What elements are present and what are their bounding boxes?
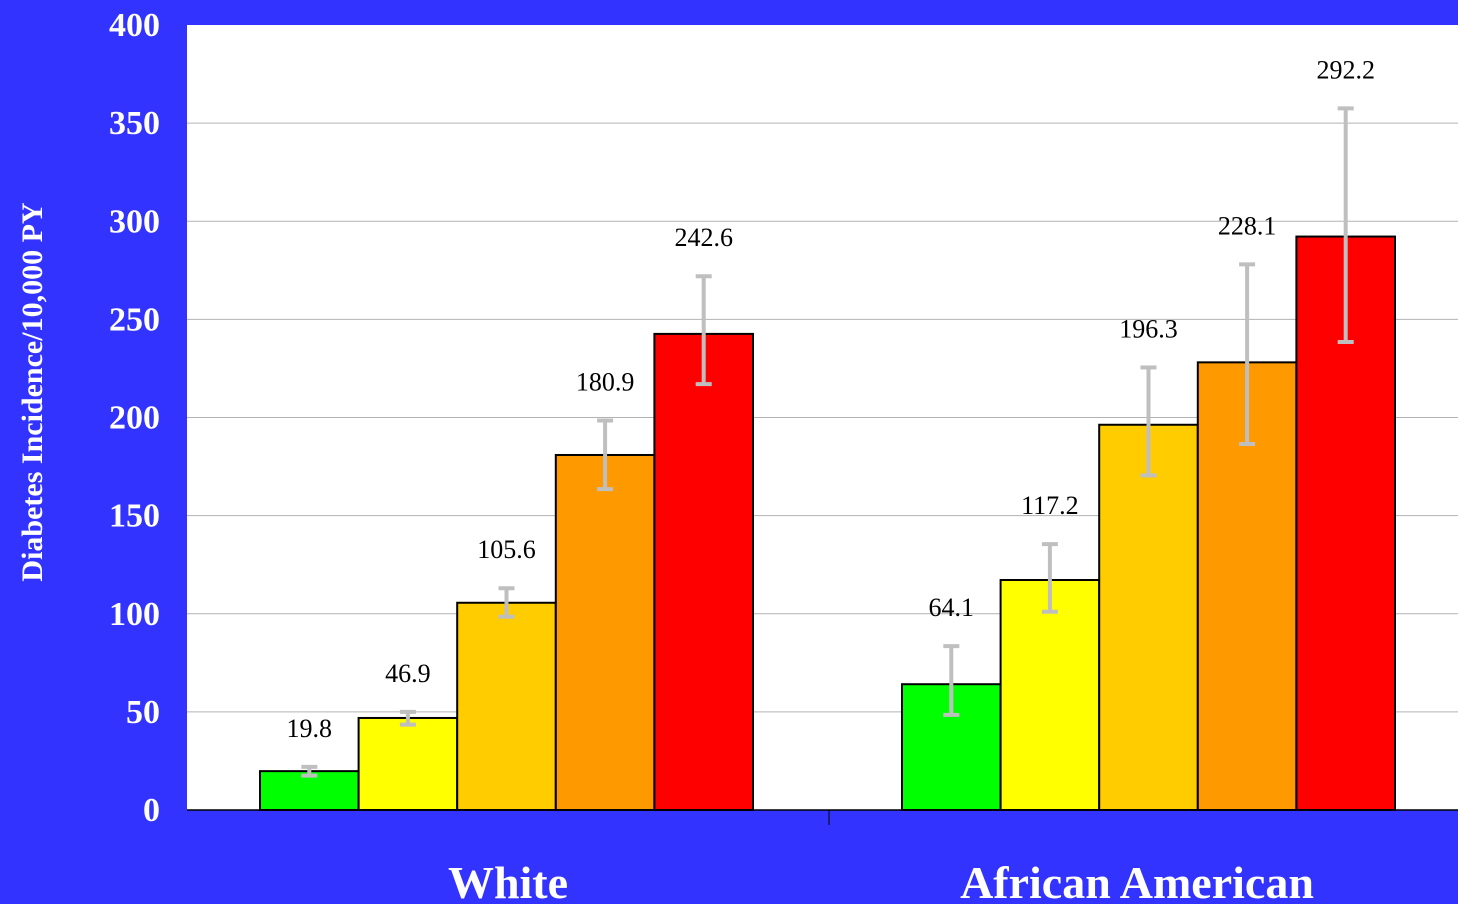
data-label: 105.6 [477, 535, 536, 564]
error-bar [301, 764, 318, 778]
data-label: 19.8 [287, 714, 333, 743]
y-tick-label: 50 [126, 694, 160, 731]
error-bar [695, 274, 712, 387]
y-tick-label: 300 [109, 203, 160, 240]
data-label: 196.3 [1119, 314, 1178, 343]
data-label: 180.9 [576, 367, 635, 396]
gridlines [187, 122, 1458, 713]
bar [357, 716, 459, 811]
bar [456, 601, 557, 812]
data-label: 64.1 [929, 593, 975, 622]
data-label: 117.2 [1021, 491, 1079, 520]
data-label: 242.6 [674, 223, 733, 252]
error-bar [1337, 106, 1354, 344]
y-axis-label: Diabetes Incidence/10,000 PY [16, 202, 49, 581]
error-bar [943, 644, 960, 717]
bar [554, 453, 656, 811]
error-bar [498, 586, 515, 619]
error-bar [399, 709, 416, 727]
error-bar [1140, 365, 1157, 478]
y-tick-labels: 0 50 100 150 200 250 300 350 400 [109, 7, 160, 829]
bar [999, 578, 1101, 811]
y-tick-label: 200 [109, 400, 160, 437]
y-tick-label: 150 [109, 498, 160, 535]
y-tick-label: 350 [109, 105, 160, 142]
data-label: 292.2 [1316, 55, 1375, 84]
bars [259, 235, 1397, 812]
error-bar [1041, 542, 1058, 614]
x-category-label: African American [960, 857, 1314, 904]
x-category-labels: White African American [448, 857, 1314, 904]
x-category-label: White [448, 857, 568, 904]
bar [653, 332, 755, 811]
y-tick-label: 400 [109, 7, 160, 44]
data-label: 46.9 [385, 659, 431, 688]
y-tick-label: 100 [109, 596, 160, 633]
data-label: 228.1 [1218, 211, 1277, 240]
error-bar [597, 418, 614, 492]
y-tick-label: 250 [109, 301, 160, 338]
error-bars [301, 106, 1354, 778]
y-tick-label: 0 [143, 792, 160, 829]
error-bar [1239, 262, 1256, 446]
bar [1098, 423, 1199, 811]
data-labels: 19.8 46.9 105.6 180.9 242.6 64.1 117.2 196.3 228… [287, 55, 1375, 742]
